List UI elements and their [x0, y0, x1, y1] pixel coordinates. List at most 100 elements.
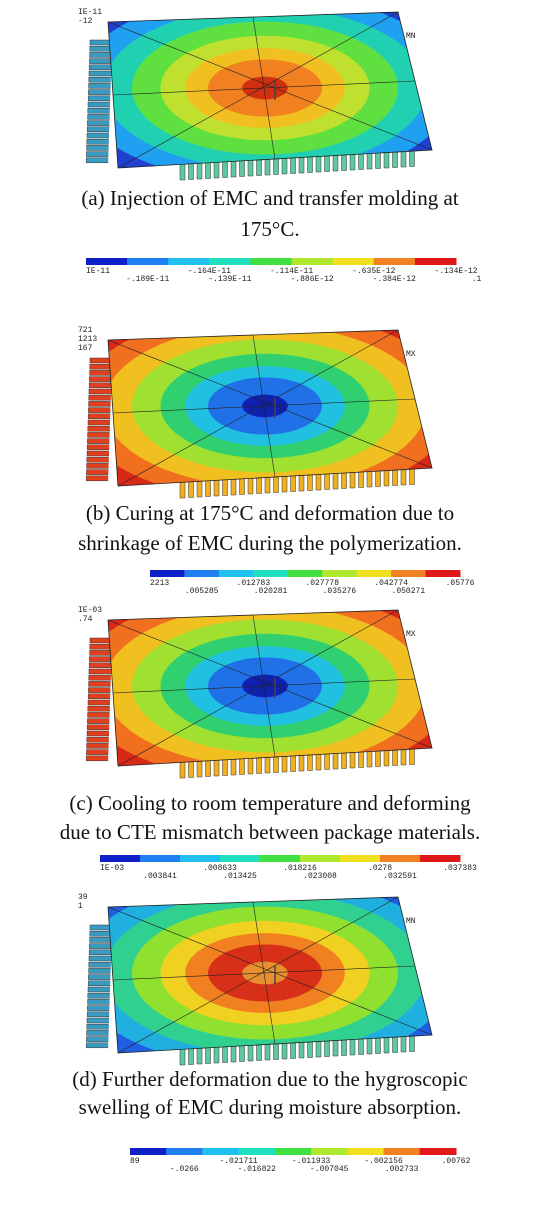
pin: [87, 439, 109, 444]
colorbar-segment: [250, 258, 292, 265]
pin: [86, 750, 108, 755]
colorbar-segment: [420, 855, 461, 862]
pin: [88, 981, 110, 986]
pin: [88, 712, 110, 717]
pin: [88, 432, 110, 437]
colorbar-segment: [322, 570, 357, 577]
node-label: MN: [406, 32, 416, 41]
pin: [401, 151, 406, 167]
pin: [333, 1040, 338, 1056]
caption-line: (d) Further deformation due to the hygro…: [72, 1067, 467, 1091]
pin: [90, 52, 112, 57]
corner-label: -12: [78, 17, 93, 26]
panel: 7211213167MX: [75, 311, 455, 501]
pin: [308, 475, 313, 491]
caption-line: swelling of EMC during moisture absorpti…: [79, 1095, 462, 1119]
pin: [325, 474, 330, 490]
corner-label: 1: [78, 902, 83, 911]
pin: [359, 472, 364, 488]
caption-line: due to CTE mismatch between package mate…: [60, 820, 480, 844]
pin: [87, 127, 109, 132]
colorbar-segment: [300, 855, 341, 862]
pin: [89, 968, 111, 973]
page: IE-11-12MN(a) Injection of EMC and trans…: [0, 0, 541, 1213]
pin: [291, 756, 296, 772]
pin: [240, 1046, 245, 1062]
pin: [89, 395, 111, 400]
colorbar-label: .002733: [385, 1165, 419, 1174]
pin: [86, 1043, 108, 1048]
pin: [87, 737, 109, 742]
pin: [308, 1042, 313, 1058]
colorbar-label: 2213: [150, 579, 169, 588]
pin: [342, 753, 347, 769]
pin: [342, 155, 347, 171]
colorbar-segment: [130, 1148, 167, 1155]
colorbar-segment: [150, 570, 185, 577]
pin: [197, 1048, 202, 1064]
pin: [410, 1036, 415, 1052]
pin: [231, 759, 236, 775]
corner-label: IE-03: [78, 606, 102, 615]
pin: [274, 159, 279, 175]
colorbar-segment: [100, 855, 141, 862]
contours: [75, 0, 455, 183]
colorbar-label: -.886E-12: [291, 275, 334, 284]
colorbar-segment: [260, 855, 301, 862]
pin: [88, 90, 110, 95]
pin: [231, 161, 236, 177]
pin: [90, 925, 112, 930]
colorbar-segment: [340, 855, 381, 862]
pin: [88, 426, 110, 431]
pin: [240, 759, 245, 775]
colorbar-segment: [426, 570, 461, 577]
colorbar-label: -.384E-12: [373, 275, 416, 284]
colorbar-segment: [166, 1148, 203, 1155]
pin: [393, 470, 398, 486]
pin: [87, 451, 109, 456]
colorbar-segment: [374, 258, 416, 265]
colorbar-label: .037383: [443, 864, 477, 873]
colorbar-label: -.139E-11: [208, 275, 251, 284]
colorbar-segment: [384, 1148, 421, 1155]
pin: [393, 152, 398, 168]
pin: [257, 758, 262, 774]
pin: [87, 121, 109, 126]
pin: [90, 937, 112, 942]
pin: [87, 145, 109, 150]
pin: [180, 482, 185, 498]
pin: [223, 162, 228, 178]
pin: [89, 383, 111, 388]
pin: [376, 1038, 381, 1054]
pin: [87, 719, 109, 724]
colorbar-segment: [391, 570, 426, 577]
pin: [376, 751, 381, 767]
pin: [214, 162, 219, 178]
pin: [393, 1037, 398, 1053]
pin: [393, 750, 398, 766]
pin: [274, 757, 279, 773]
pin: [231, 479, 236, 495]
pin: [89, 59, 111, 64]
pin: [291, 476, 296, 492]
node-label: MX: [406, 350, 416, 359]
caption-line: shrinkage of EMC during the polymerizati…: [78, 531, 462, 555]
colorbar-segment: [288, 570, 323, 577]
pin: [282, 756, 287, 772]
colorbar-segment: [127, 258, 169, 265]
pin: [376, 471, 381, 487]
pin: [88, 114, 110, 119]
colorbar-segment: [347, 1148, 384, 1155]
pin: [197, 761, 202, 777]
pin: [89, 77, 111, 82]
pin: [89, 663, 111, 668]
pin: [274, 1044, 279, 1060]
colorbar-label: .003841: [143, 872, 177, 881]
corner-label: 1213: [78, 335, 97, 344]
pin: [87, 743, 109, 748]
colorbar-segment: [357, 570, 392, 577]
pin: [316, 754, 321, 770]
pin: [333, 473, 338, 489]
colorbar-segment: [380, 855, 421, 862]
colorbar-segment: [311, 1148, 348, 1155]
